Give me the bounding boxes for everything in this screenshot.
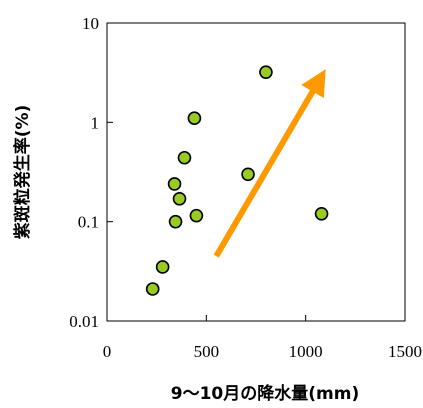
y-tick-label: 1 — [91, 113, 100, 132]
data-point — [170, 216, 182, 228]
data-point — [147, 283, 159, 295]
data-point — [188, 112, 200, 124]
y-axis-label: 紫斑粒発生率(%) — [12, 105, 33, 240]
data-point — [174, 193, 186, 205]
x-axis: 0 500 1000 1500 — [103, 315, 422, 361]
data-point — [169, 178, 181, 190]
data-point — [190, 210, 202, 222]
x-tick-label: 1000 — [289, 342, 323, 361]
y-tick-label: 10 — [82, 14, 99, 33]
data-point — [316, 208, 328, 220]
plot-frame — [107, 23, 405, 321]
trend-arrow — [216, 86, 315, 256]
y-tick-label: 0.01 — [69, 312, 99, 331]
data-point — [242, 168, 254, 180]
x-tick-label: 500 — [194, 342, 220, 361]
data-points — [147, 66, 328, 295]
x-axis-label: 9～10月の降水量(mm) — [171, 383, 359, 404]
data-point — [157, 261, 169, 273]
data-point — [178, 152, 190, 164]
y-axis: 0.01 0.1 1 10 — [69, 14, 113, 331]
x-tick-label: 0 — [103, 342, 112, 361]
y-tick-label: 0.1 — [78, 213, 99, 232]
x-tick-label: 1500 — [388, 342, 422, 361]
data-point — [260, 66, 272, 78]
